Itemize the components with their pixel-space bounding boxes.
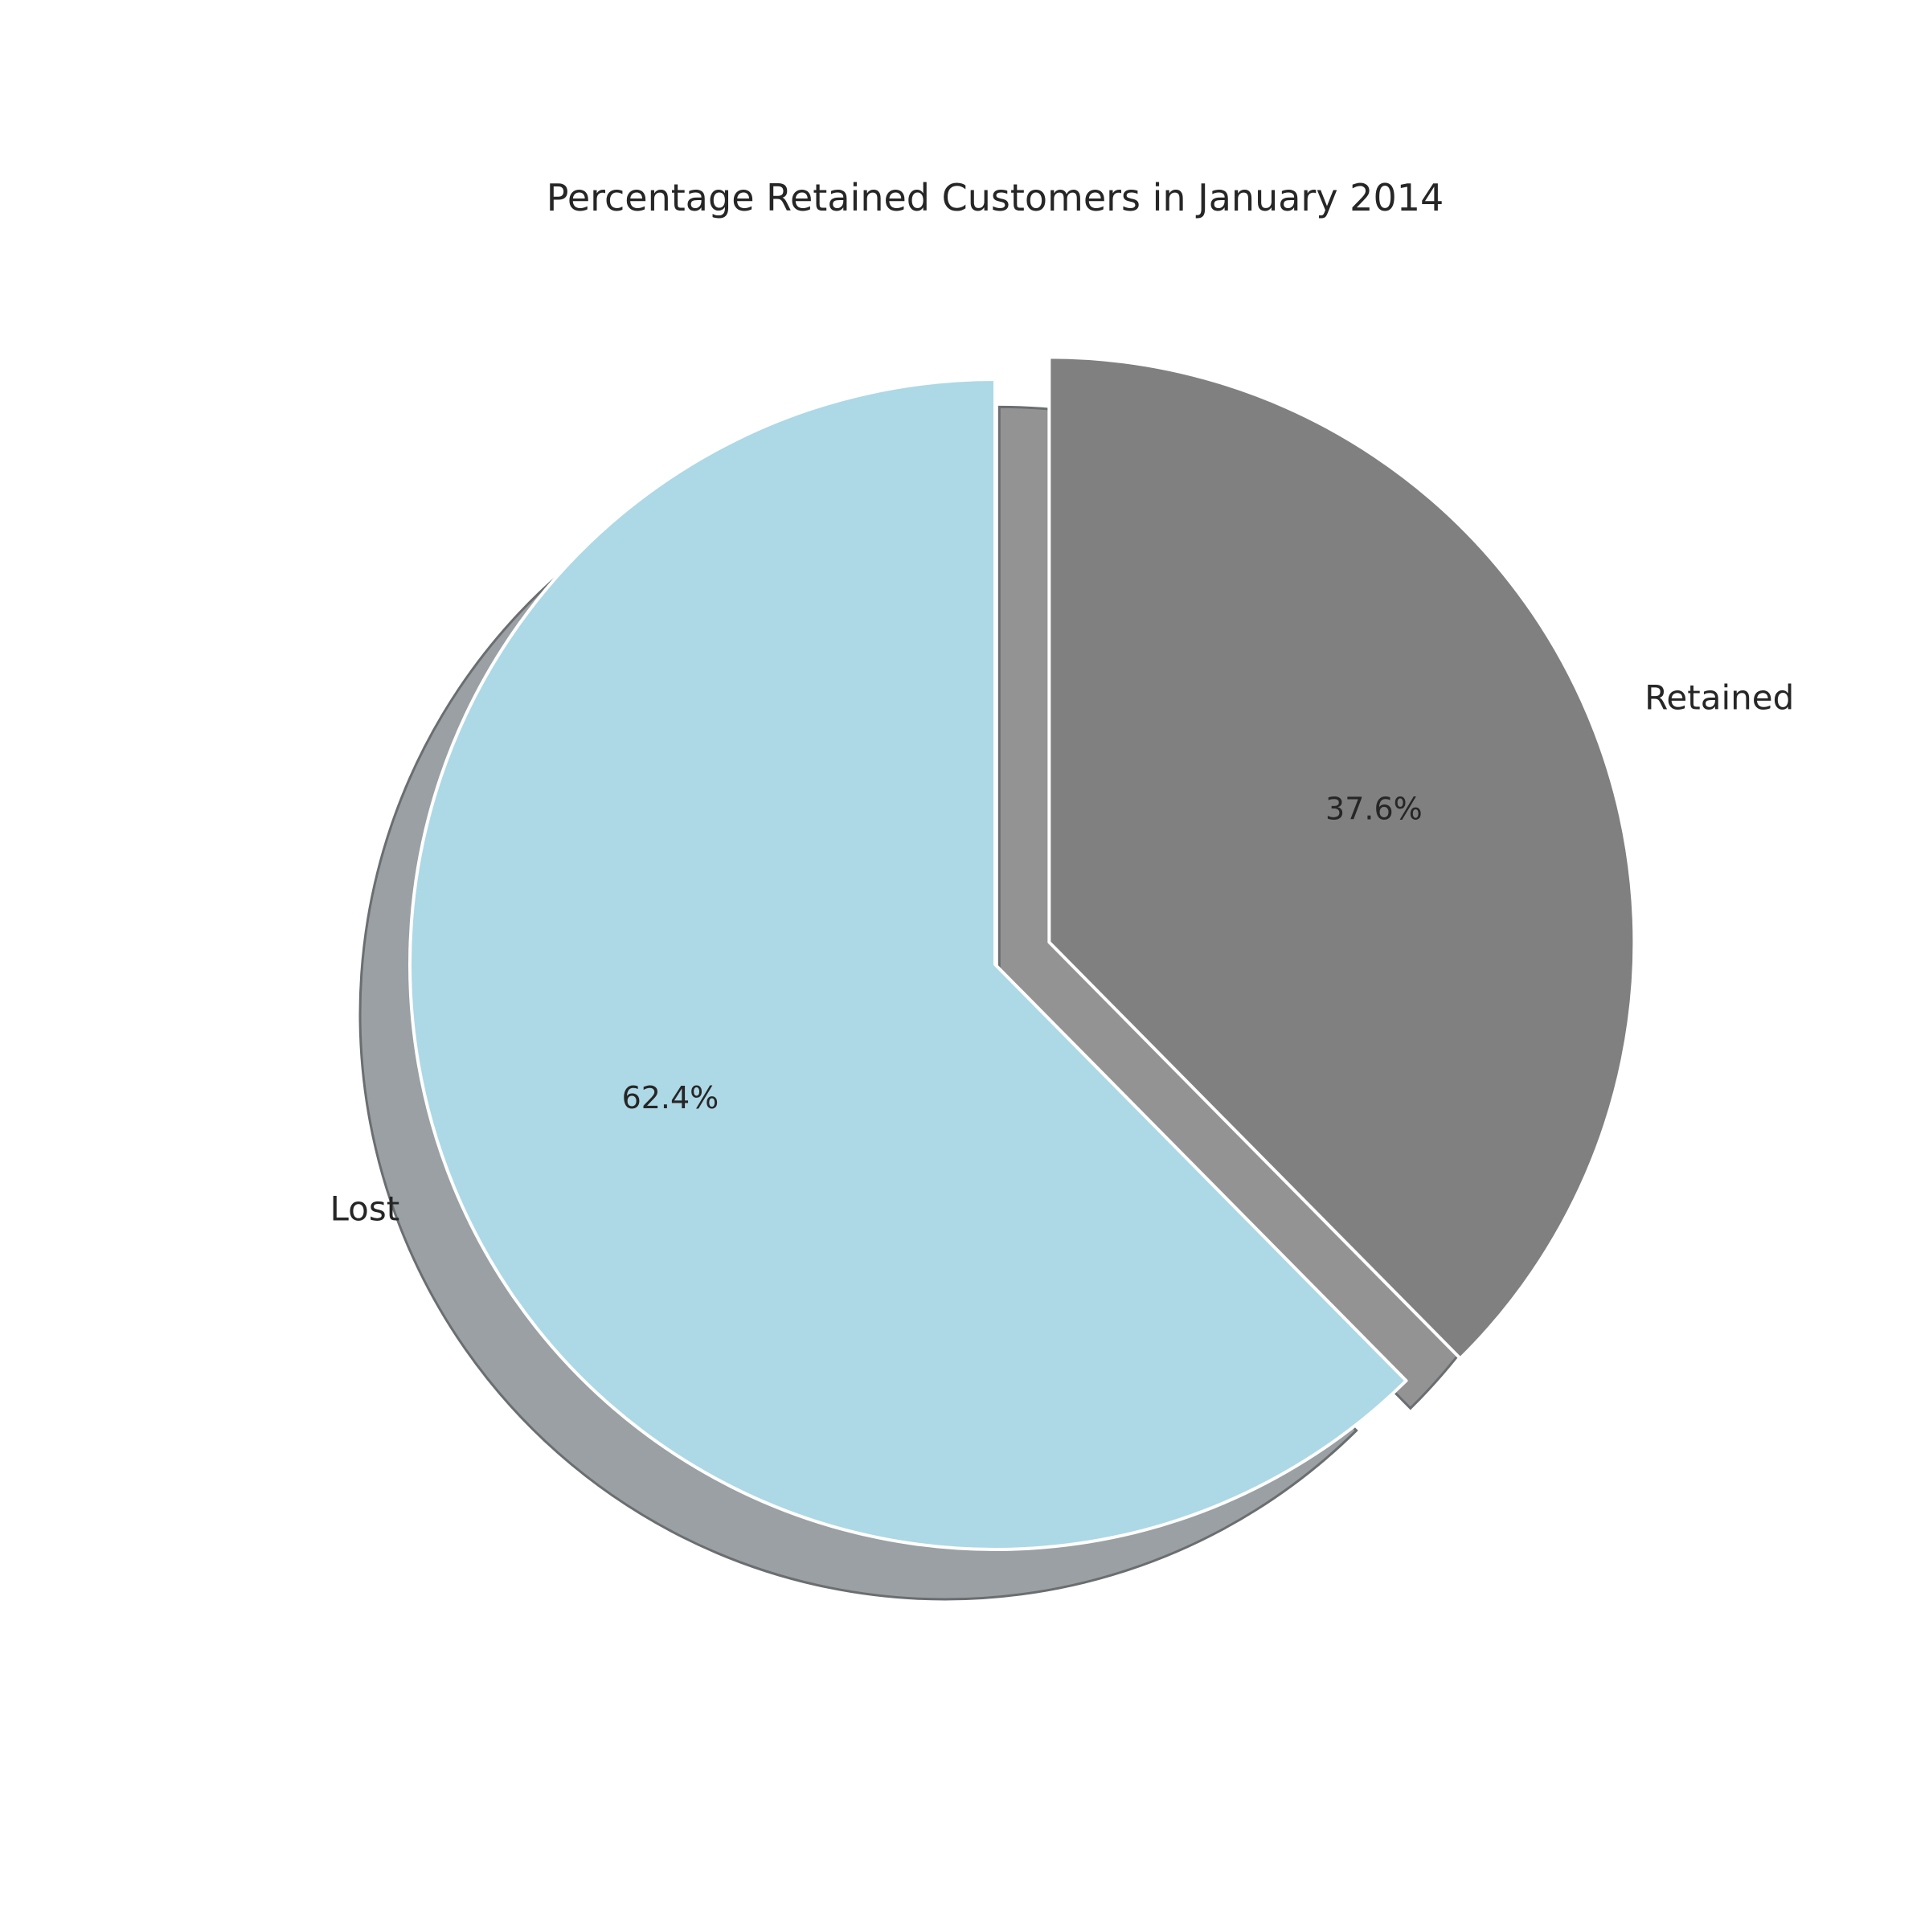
slice-label-retained: Retained [1644,678,1794,718]
pie-slice-lost [408,378,1408,1551]
label-layer: 62.4% Lost 37.6% Retained [330,678,1794,1229]
pct-label-lost: 62.4% [622,1080,719,1115]
slice-layer [408,355,1636,1551]
slice-label-lost: Lost [330,1189,399,1229]
chart-title: Percentage Retained Customers in January… [547,176,1444,219]
pct-label-retained: 37.6% [1325,791,1423,826]
pie-slice-retained [1047,355,1636,1361]
